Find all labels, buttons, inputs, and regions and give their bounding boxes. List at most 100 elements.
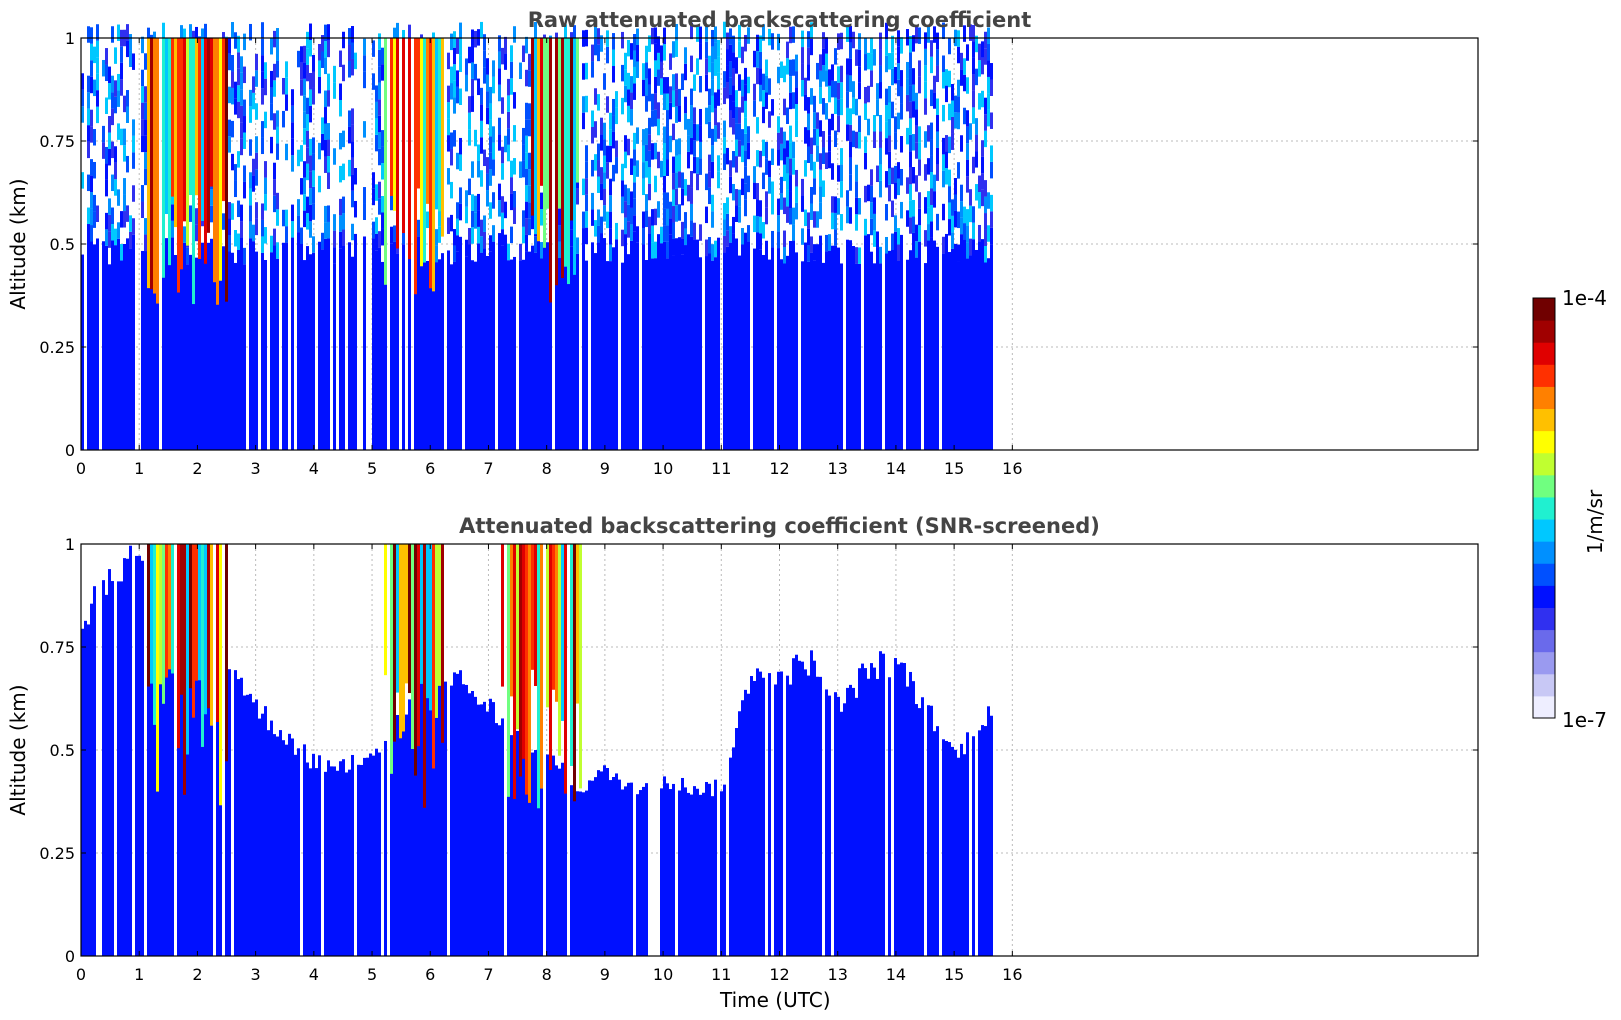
heatmap-cell (105, 146, 108, 164)
heatmap-column (678, 237, 681, 450)
heatmap-cell (327, 90, 330, 107)
cloud-cell (540, 38, 543, 186)
heatmap-column (225, 234, 228, 450)
heatmap-cell (90, 27, 93, 44)
heatmap-cell (654, 109, 657, 127)
heatmap-column (525, 251, 528, 450)
heatmap-cell (309, 204, 312, 222)
heatmap-cell (963, 223, 966, 240)
heatmap-cell (894, 182, 897, 199)
heatmap-column (954, 243, 957, 450)
heatmap-cell (984, 31, 987, 49)
heatmap-cell (591, 209, 594, 226)
heatmap-column (837, 247, 840, 450)
heatmap-column (243, 695, 246, 956)
heatmap-cell (909, 184, 912, 201)
heatmap-cell (582, 96, 585, 113)
heatmap-cell (375, 101, 378, 119)
heatmap-cell (690, 22, 693, 40)
heatmap-cell (834, 48, 837, 65)
heatmap-cell (927, 125, 930, 142)
heatmap-cell (684, 228, 687, 246)
heatmap-cell (981, 140, 984, 157)
heatmap-cell (633, 83, 636, 100)
cloud-cell (171, 38, 174, 197)
heatmap-cell (657, 36, 660, 53)
heatmap-column (240, 677, 243, 956)
heatmap-column (789, 684, 792, 956)
heatmap-cell (990, 63, 993, 80)
heatmap-column (234, 670, 237, 956)
heatmap-column (972, 239, 975, 450)
heatmap-column (393, 241, 396, 450)
heatmap-cell (711, 161, 714, 179)
heatmap-cell (981, 57, 984, 75)
heatmap-column (864, 235, 867, 450)
heatmap-cell (918, 76, 921, 94)
heatmap-cell (762, 73, 765, 91)
heatmap-cell (228, 136, 231, 153)
heatmap-cell (717, 56, 720, 73)
x-tick-label: 9 (600, 459, 610, 478)
heatmap-cell (969, 123, 972, 140)
heatmap-cell (273, 80, 276, 97)
heatmap-cell (930, 56, 933, 74)
heatmap-cell (453, 64, 456, 81)
heatmap-column (291, 237, 294, 450)
heatmap-column (936, 726, 939, 956)
heatmap-cell (243, 165, 246, 182)
heatmap-column (216, 608, 219, 956)
heatmap-cell (582, 63, 585, 80)
heatmap-cell (726, 65, 729, 83)
heatmap-column (465, 684, 468, 956)
heatmap-cell (858, 33, 861, 50)
heatmap-column (867, 234, 870, 450)
heatmap-cell (675, 106, 678, 123)
heatmap-column (456, 673, 459, 956)
heatmap-cell (243, 116, 246, 133)
heatmap-column (627, 254, 630, 450)
heatmap-cell (966, 159, 969, 177)
heatmap-cell (666, 110, 669, 127)
heatmap-cell (732, 118, 735, 135)
heatmap-cell (693, 107, 696, 124)
heatmap-column (519, 260, 522, 450)
heatmap-column (687, 792, 690, 956)
heatmap-cell (183, 226, 186, 243)
heatmap-cell (603, 122, 606, 140)
heatmap-column (621, 262, 624, 450)
heatmap-cell (690, 55, 693, 73)
heatmap-cell (492, 142, 495, 160)
heatmap-cell (249, 89, 252, 107)
heatmap-cell (783, 197, 786, 215)
heatmap-cell (228, 202, 231, 219)
heatmap-cell (906, 61, 909, 79)
heatmap-cell (378, 99, 381, 116)
heatmap-cell (585, 95, 588, 113)
heatmap-column (717, 237, 720, 450)
heatmap-cell (762, 222, 765, 239)
heatmap-cell (276, 192, 279, 210)
heatmap-cell (654, 175, 657, 193)
heatmap-cell (849, 25, 852, 43)
heatmap-cell (870, 70, 873, 87)
cloud-cell (531, 38, 534, 216)
heatmap-column (342, 246, 345, 450)
heatmap-cell (714, 125, 717, 142)
heatmap-cell (759, 200, 762, 217)
heatmap-column (747, 241, 750, 450)
heatmap-cell (633, 165, 636, 183)
heatmap-cell (276, 28, 279, 45)
heatmap-column (744, 232, 747, 450)
heatmap-column (771, 247, 774, 450)
heatmap-cell (717, 122, 720, 139)
x-tick-label: 3 (251, 459, 261, 478)
cloud-cell (561, 38, 564, 279)
heatmap-cell (126, 106, 129, 123)
heatmap-cell (276, 242, 279, 259)
heatmap-column (543, 232, 546, 450)
cloud-cell (429, 544, 432, 711)
heatmap-cell (276, 209, 279, 226)
heatmap-cell (765, 92, 768, 109)
